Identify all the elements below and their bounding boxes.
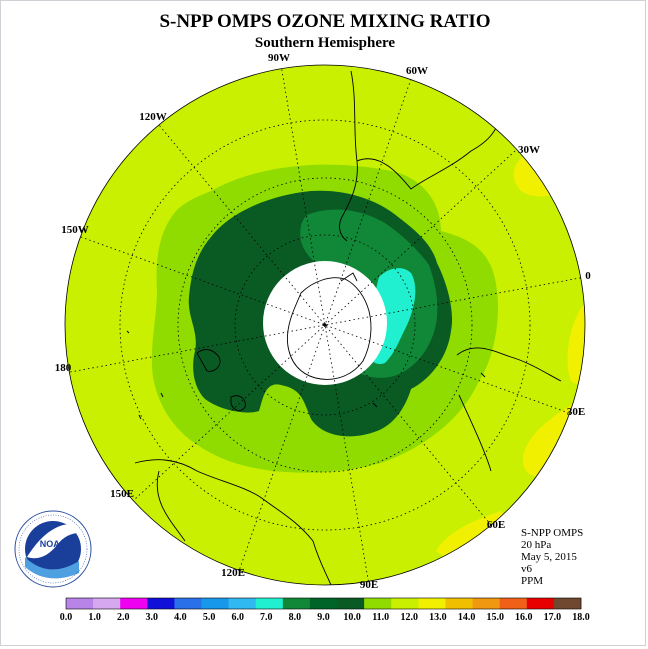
longitude-label: 90E bbox=[360, 579, 378, 591]
meridian-60e-120w bbox=[158, 124, 492, 526]
colorbar-tick-label: 0.0 bbox=[60, 612, 73, 623]
colorbar-tick-label: 17.0 bbox=[544, 612, 562, 623]
latitude-circle-outer bbox=[119, 119, 531, 531]
colorbar-tick-label: 5.0 bbox=[203, 612, 216, 623]
colorbar: 0.0 1.0 2.0 3.0 4.0 5.0 6.0 7.0 8.0 9.0 10.0 11.0 12… bbox=[60, 597, 590, 623]
colorbar-segment bbox=[93, 598, 121, 609]
colorbar-segment bbox=[255, 598, 284, 609]
colorbar-segment bbox=[282, 598, 311, 609]
colorbar-tick-label: 15.0 bbox=[486, 612, 504, 623]
coastline-new-zealand bbox=[196, 349, 246, 411]
colorbar-tick-label: 18.0 bbox=[572, 612, 590, 623]
map-disk bbox=[65, 65, 585, 585]
colorbar-segment bbox=[364, 598, 392, 609]
coastline-antarctica bbox=[286, 272, 372, 380]
colorbar-tick-label: 2.0 bbox=[117, 612, 130, 623]
colorbar-tick-label: 1.0 bbox=[88, 612, 101, 623]
noaa-logo: NOAA bbox=[14, 510, 92, 588]
info-date: May 5, 2015 bbox=[521, 551, 577, 563]
colorbar-tick-label: 16.0 bbox=[515, 612, 533, 623]
latitude-circle-middle bbox=[177, 177, 473, 473]
colorbar-tick-label: 6.0 bbox=[231, 612, 244, 623]
info-instrument: S-NPP OMPS bbox=[521, 527, 583, 539]
coastline-africa bbox=[456, 347, 562, 472]
colorbar-segment bbox=[472, 598, 500, 609]
longitude-label: 30W bbox=[518, 144, 540, 156]
colorbar-segment bbox=[201, 598, 229, 609]
colorbar-segment bbox=[499, 598, 528, 609]
colorbar-segment bbox=[66, 598, 94, 609]
colorbar-segment bbox=[120, 598, 148, 609]
colorbar-segment bbox=[228, 598, 257, 609]
colorbar-segment bbox=[418, 598, 446, 609]
longitude-label: 150W bbox=[61, 224, 89, 236]
colorbar-segment bbox=[445, 598, 473, 609]
map-boundary bbox=[64, 64, 586, 586]
longitude-label: 150E bbox=[110, 488, 134, 500]
longitude-label: 120W bbox=[139, 111, 167, 123]
chart-subtitle: Southern Hemisphere bbox=[255, 35, 395, 51]
south-pole-marker bbox=[323, 323, 327, 327]
longitude-label: 60W bbox=[406, 65, 428, 77]
colorbar-border bbox=[65, 597, 582, 610]
colorbar-tick-label: 14.0 bbox=[458, 612, 476, 623]
colorbar-tick-label: 12.0 bbox=[401, 612, 419, 623]
longitude-label: 90W bbox=[268, 52, 290, 64]
colorbar-tick-label: 11.0 bbox=[372, 612, 389, 623]
colorbar-segment bbox=[391, 598, 419, 609]
colorbar-tick-label: 10.0 bbox=[343, 612, 361, 623]
info-pressure: 20 hPa bbox=[521, 539, 551, 551]
colorbar-segment bbox=[147, 598, 175, 609]
colorbar-segment bbox=[526, 598, 555, 609]
info-block: S-NPP OMPS 20 hPa May 5, 2015 v6 PPM bbox=[521, 527, 583, 587]
info-unit: PPM bbox=[521, 575, 543, 587]
colorbar-tick-label: 13.0 bbox=[429, 612, 447, 623]
longitude-labels: 90W 60W 120W 30W 150W 0 180 30E 150E 60E 120E 90E bbox=[55, 52, 592, 591]
meridian-60w-120e bbox=[238, 78, 412, 572]
coastline-australia bbox=[134, 459, 332, 585]
colorbar-segment bbox=[553, 598, 582, 609]
longitude-label: 60E bbox=[487, 519, 505, 531]
colorbar-tick-label: 4.0 bbox=[174, 612, 187, 623]
colorbar-segment bbox=[174, 598, 202, 609]
meridian-30e-150w bbox=[80, 236, 570, 414]
coastline-south-america bbox=[339, 70, 506, 242]
longitude-label: 180 bbox=[55, 362, 72, 374]
longitude-label: 30E bbox=[567, 406, 585, 418]
colorbar-segment bbox=[337, 598, 365, 609]
coastlines bbox=[126, 70, 562, 585]
longitude-label: 120E bbox=[221, 567, 245, 579]
colorbar-tick-label: 8.0 bbox=[289, 612, 302, 623]
colorbar-segment bbox=[309, 598, 338, 609]
colorbar-tick-label: 9.0 bbox=[317, 612, 330, 623]
longitude-label: 0 bbox=[585, 270, 591, 282]
chart-title: S-NPP OMPS OZONE MIXING RATIO bbox=[159, 11, 490, 32]
info-version: v6 bbox=[521, 563, 533, 575]
ozone-patch-yellow-0 bbox=[567, 301, 585, 384]
noaa-logo-text: NOAA bbox=[40, 539, 67, 549]
latitude-circle-inner bbox=[234, 234, 416, 416]
colorbar-tick-label: 7.0 bbox=[260, 612, 273, 623]
colorbar-tick-label: 3.0 bbox=[146, 612, 159, 623]
coastline-islands bbox=[126, 330, 486, 420]
